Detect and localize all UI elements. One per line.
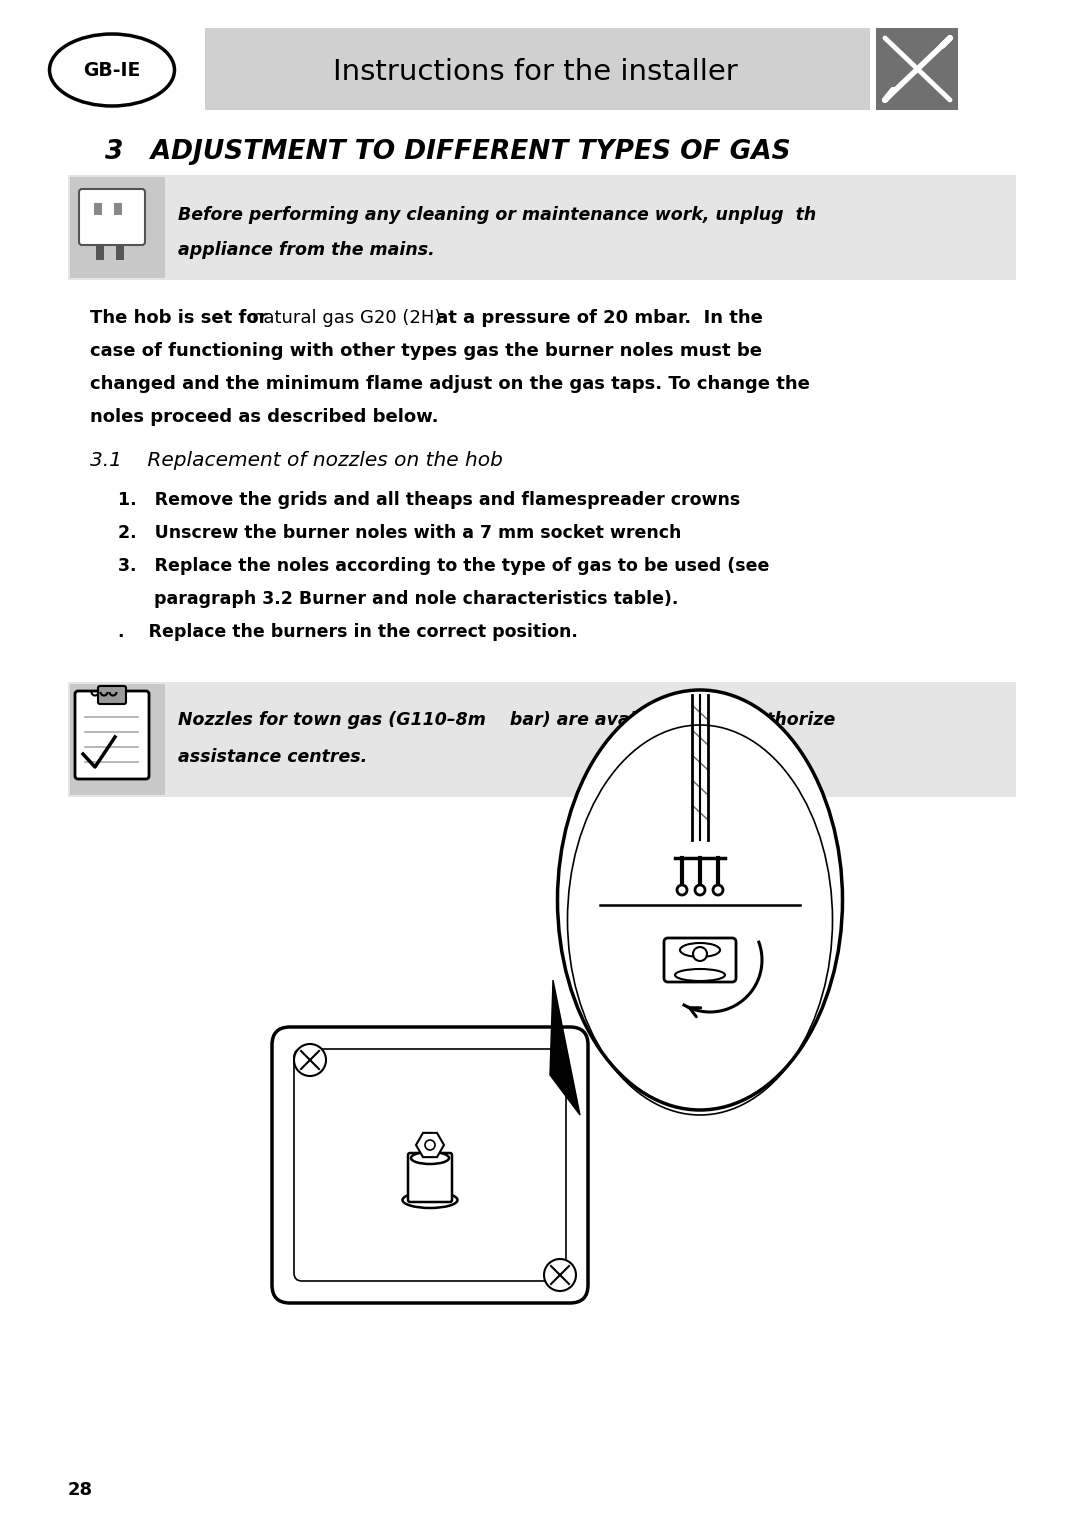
Text: assistance centres.: assistance centres.	[178, 747, 367, 766]
FancyBboxPatch shape	[408, 1153, 453, 1201]
Circle shape	[713, 885, 723, 896]
Circle shape	[696, 885, 705, 896]
Text: 3.   Replace the noles according to the type of gas to be used (see: 3. Replace the noles according to the ty…	[118, 557, 769, 575]
FancyBboxPatch shape	[98, 685, 126, 704]
FancyBboxPatch shape	[70, 177, 165, 278]
Text: paragraph 3.2 Burner and nole characteristics table).: paragraph 3.2 Burner and nole characteri…	[118, 590, 678, 608]
Ellipse shape	[411, 1151, 449, 1163]
FancyBboxPatch shape	[205, 29, 870, 110]
Text: 2.   Unscrew the burner noles with a 7 mm socket wrench: 2. Unscrew the burner noles with a 7 mm …	[118, 523, 681, 542]
FancyBboxPatch shape	[876, 29, 958, 110]
Text: Before performing any cleaning or maintenance work, unplug  th: Before performing any cleaning or mainte…	[178, 206, 816, 224]
Text: natural gas G20 (2H): natural gas G20 (2H)	[252, 309, 442, 327]
Text: 28: 28	[68, 1481, 93, 1499]
Text: Instructions for the installer: Instructions for the installer	[333, 57, 738, 86]
Ellipse shape	[680, 943, 720, 958]
Text: Nozzles for town gas (G110–8m    bar) are available from authorize: Nozzles for town gas (G110–8m bar) are a…	[178, 711, 835, 729]
Text: at a pressure of 20 mbar.  In the: at a pressure of 20 mbar. In the	[430, 309, 762, 327]
Text: .    Replace the burners in the correct position.: . Replace the burners in the correct pos…	[118, 623, 578, 642]
Circle shape	[544, 1259, 576, 1291]
Bar	[94, 203, 102, 215]
FancyBboxPatch shape	[75, 691, 149, 779]
Text: 3.1    Replacement of nozzles on the hob: 3.1 Replacement of nozzles on the hob	[90, 451, 503, 469]
Text: 3   ADJUSTMENT TO DIFFERENT TYPES OF GAS: 3 ADJUSTMENT TO DIFFERENT TYPES OF GAS	[105, 139, 791, 165]
FancyBboxPatch shape	[68, 176, 1016, 280]
Circle shape	[677, 885, 687, 896]
Bar	[114, 203, 122, 215]
Text: appliance from the mains.: appliance from the mains.	[178, 241, 435, 259]
Ellipse shape	[50, 33, 175, 106]
Polygon shape	[550, 980, 580, 1115]
Text: case of functioning with other types gas the burner noles must be: case of functioning with other types gas…	[90, 342, 762, 360]
Circle shape	[693, 947, 707, 961]
FancyBboxPatch shape	[272, 1027, 588, 1303]
FancyBboxPatch shape	[70, 684, 165, 794]
Text: The hob is set for: The hob is set for	[90, 309, 273, 327]
FancyBboxPatch shape	[68, 682, 1016, 797]
Bar	[96, 244, 104, 260]
FancyBboxPatch shape	[294, 1049, 566, 1282]
Circle shape	[294, 1044, 326, 1076]
Text: changed and the minimum flame adjust on the gas taps. To change the: changed and the minimum flame adjust on …	[90, 375, 810, 393]
FancyBboxPatch shape	[664, 938, 735, 982]
Bar	[116, 244, 124, 260]
Text: 1.   Remove the grids and all theaps and flamespreader crowns: 1. Remove the grids and all theaps and f…	[118, 492, 740, 508]
Ellipse shape	[675, 968, 725, 980]
Text: GB-IE: GB-IE	[83, 61, 140, 80]
FancyBboxPatch shape	[79, 189, 145, 245]
Circle shape	[426, 1139, 435, 1150]
Text: noles proceed as described below.: noles proceed as described below.	[90, 409, 438, 427]
Ellipse shape	[557, 690, 842, 1111]
Ellipse shape	[403, 1192, 458, 1207]
